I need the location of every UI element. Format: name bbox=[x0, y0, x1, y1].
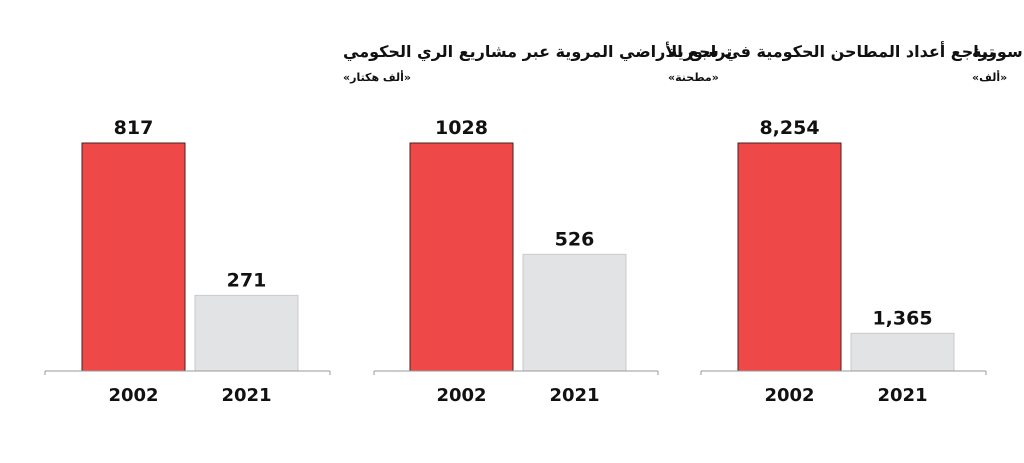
x-tick-label: 2002 bbox=[764, 385, 814, 406]
chart-panel-1: تراجع الأراضي المروية عبر مشاريع الري ال… bbox=[44, 42, 732, 406]
bar-2021 bbox=[522, 253, 627, 372]
chart-subtitle: «ألف هكتار» bbox=[343, 70, 411, 84]
bar-2002 bbox=[409, 142, 514, 372]
data-label: 1028 bbox=[435, 117, 488, 139]
chart-subtitle: «مطحنة» bbox=[668, 71, 719, 84]
chart-title: تراجع إنتاج صيصان الفروج في سورية bbox=[972, 42, 1024, 62]
chart-title: تراجع الأراضي المروية عبر مشاريع الري ال… bbox=[343, 42, 732, 62]
bar-2002 bbox=[81, 142, 186, 372]
data-label: 526 bbox=[555, 228, 595, 250]
x-tick-label: 2002 bbox=[108, 385, 158, 406]
x-tick-label: 2021 bbox=[877, 385, 927, 406]
data-label: 817 bbox=[114, 117, 154, 139]
x-tick-label: 2021 bbox=[549, 385, 599, 406]
x-tick-label: 2021 bbox=[221, 385, 271, 406]
chart-panel-3: تراجع إنتاج صيصان الفروج في سورية «ألف» 8,… bbox=[700, 42, 1024, 406]
data-label: 8,254 bbox=[759, 117, 819, 139]
data-label: 271 bbox=[227, 269, 267, 291]
bar-2021 bbox=[194, 294, 299, 372]
x-tick-label: 2002 bbox=[436, 385, 486, 406]
bar-2021 bbox=[850, 332, 955, 372]
chart-panel-2: تراجع أعداد المطاحن الحكومية في سورية «مط… bbox=[373, 41, 995, 406]
chart-subtitle: «ألف» bbox=[972, 70, 1007, 84]
data-label: 1,365 bbox=[872, 307, 932, 329]
chart-title: تراجع أعداد المطاحن الحكومية في سورية bbox=[668, 41, 995, 62]
bar-2002 bbox=[737, 142, 842, 372]
